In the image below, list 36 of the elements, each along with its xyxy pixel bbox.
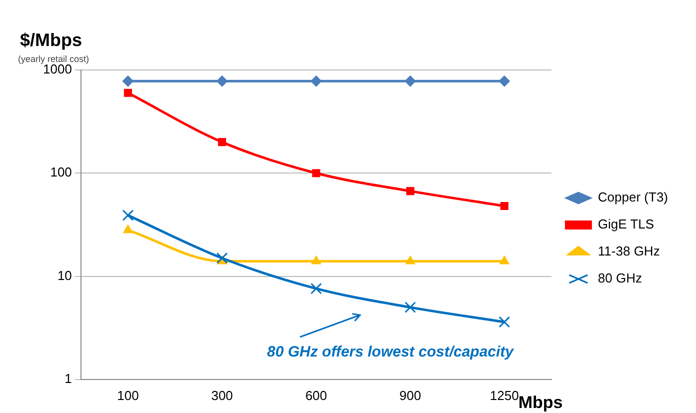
point [404, 302, 416, 314]
point [405, 256, 416, 264]
y-tick-label: 1 [64, 370, 72, 386]
point [498, 316, 510, 328]
chart-subtitle: (yearly retail cost) [18, 54, 90, 64]
y-axis-title: $/Mbps [20, 30, 82, 51]
legend-label: Copper (T3) [598, 190, 668, 205]
annotation: 80 GHz offers lowest cost/capacity [267, 343, 514, 360]
legend-label: 80 GHz [598, 270, 642, 286]
legend-label: 11-38 GHz [598, 244, 660, 259]
point [218, 138, 226, 146]
point [500, 256, 510, 264]
point [404, 76, 416, 87]
x-tick-label: 300 [211, 388, 233, 403]
legend-label: GigE TLS [598, 216, 654, 232]
point [216, 252, 228, 264]
point [124, 88, 132, 97]
x-axis-title: Mbps [518, 393, 563, 412]
point [498, 76, 510, 87]
point [406, 187, 414, 196]
x-tick-label: 600 [305, 388, 328, 403]
x-tick-label: 1250 [490, 388, 519, 403]
point [216, 76, 228, 87]
point [123, 224, 133, 234]
x-tick-label: 900 [399, 388, 422, 403]
point [312, 169, 320, 178]
y-tick-label: 100 [50, 164, 72, 180]
point [122, 76, 134, 87]
x-tick-label: 100 [117, 388, 139, 403]
point [310, 282, 322, 294]
point [122, 210, 134, 222]
y-tick-label: 10 [57, 268, 72, 283]
point [500, 202, 508, 210]
y-tick-label: 1000 [43, 62, 72, 77]
point [310, 76, 322, 87]
point [311, 256, 321, 264]
